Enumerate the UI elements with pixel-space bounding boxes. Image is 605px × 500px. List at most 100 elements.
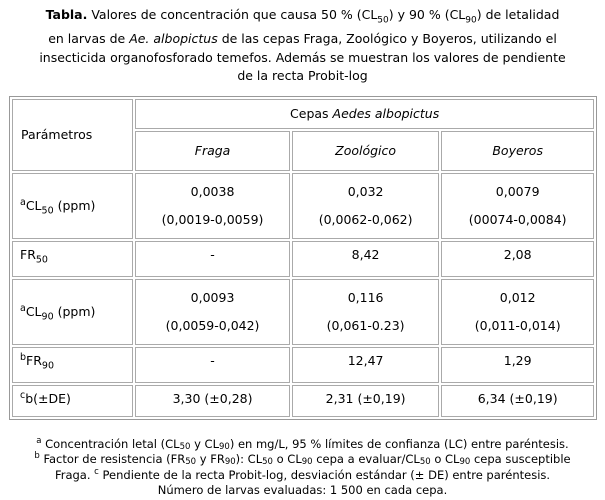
caption-text: en larvas de	[48, 31, 130, 46]
cell-cl90-boyeros: 0,012 (0,011-0,014)	[441, 278, 594, 345]
caption-text: de las cepas Fraga, Zoológico y Boyeros,…	[217, 31, 557, 46]
cell-value: 0,0079	[495, 184, 540, 199]
footnote-line-1: a Concentración letal (CL50 y CL90) en m…	[0, 435, 605, 453]
caption-text: Valores de concentración que causa 50 % …	[87, 7, 378, 22]
caption-sub-90: 90	[465, 15, 477, 26]
footnote-marker-c: c	[94, 466, 99, 477]
cell-value: 0,032	[347, 184, 384, 199]
cell-cl90-zoologico: 0,116 (0,061-0.23)	[291, 278, 440, 345]
footnote-line-3: Fraga. c Pendiente de la recta Probit-lo…	[0, 466, 605, 484]
caption-line-4: de la recta Probit-log	[237, 68, 368, 83]
cell-confidence-interval: (0,0062-0,062)	[318, 212, 413, 227]
cell-cl90-fraga: 0,0093 (0,0059-0,042)	[135, 278, 290, 345]
table-row-fr50: FR50 - 8,42 2,08	[12, 240, 594, 277]
footnote-marker-a: a	[36, 435, 42, 446]
footnote-subscript: 50	[179, 441, 191, 452]
cell-pendiente-boyeros: 6,34 (±0,19)	[441, 384, 594, 417]
footnote-line-2: b Factor de resistencia (FR50 y FR90): C…	[0, 452, 605, 468]
row-label-subscript: 90	[41, 311, 54, 323]
footnote-marker-a: a	[20, 196, 26, 208]
cell-fr50-zoologico: 8,42	[291, 240, 440, 277]
row-label-text: CL	[25, 198, 42, 213]
table-row-cl90: aCL90 (ppm) 0,0093 (0,0059-0,042) 0,116 (0…	[12, 278, 594, 345]
footnote-text: ): CL	[235, 452, 263, 466]
header-species-name: Aedes albopictus	[332, 106, 440, 121]
row-label-text: CL	[25, 304, 42, 319]
footnote-text: cepa a evaluar/CL	[312, 452, 420, 466]
row-label-text: FR	[26, 352, 42, 368]
footnote-marker-b: b	[34, 451, 40, 462]
table-caption: Tabla. Valores de concentración que caus…	[0, 6, 605, 86]
cell-fr50-fraga: -	[135, 240, 290, 277]
row-label-subscript: 50	[41, 205, 54, 217]
footnote-text: cepa susceptible	[470, 452, 571, 466]
cell-fr50-boyeros: 2,08	[441, 240, 594, 277]
cell-pendiente-fraga: 3,30 (±0,28)	[135, 384, 290, 417]
cell-confidence-interval: (0,0059-0,042)	[165, 318, 260, 333]
footnote-subscript: 90	[301, 457, 313, 467]
cell-fr90-zoologico: 12,47	[291, 346, 440, 383]
row-label-fr50: FR50	[12, 240, 134, 277]
footnote-subscript: 90	[218, 441, 230, 452]
cell-pendiente-zoologico: 2,31 (±0,19)	[291, 384, 440, 417]
cell-value: 0,012	[499, 290, 536, 305]
footnote-text: Concentración letal (CL	[41, 436, 180, 451]
cell-value: 0,116	[347, 290, 384, 305]
footnote-text: y CL	[190, 436, 219, 451]
header-cepas-group: Cepas Aedes albopictus	[135, 98, 594, 129]
caption-text: ) de letalidad	[476, 7, 560, 22]
row-label-text: b(±DE)	[25, 390, 71, 406]
footnote-subscript: 90	[224, 457, 236, 467]
cell-cl50-boyeros: 0,0079 (00074-0,0084)	[441, 172, 594, 239]
footnote-subscript: 90	[459, 457, 471, 467]
parameters-table: Parámetros Cepas Aedes albopictus Fraga …	[9, 95, 597, 420]
cell-fr90-fraga: -	[135, 346, 290, 383]
caption-label: Tabla.	[45, 7, 88, 22]
row-label-subscript: 90	[41, 360, 55, 371]
footnote-subscript: 50	[185, 457, 197, 467]
footnote-marker-c: c	[20, 389, 26, 401]
row-label-text: FR	[20, 246, 36, 262]
row-label-pendiente: cb(±DE)	[12, 384, 134, 417]
header-cepas-text: Cepas	[290, 106, 333, 121]
cell-cl50-fraga: 0,0038 (0,0019-0,0059)	[135, 172, 290, 239]
footnote-subscript: 50	[262, 457, 273, 467]
cell-confidence-interval: (0,011-0,014)	[474, 318, 561, 333]
caption-sub-50: 50	[377, 15, 389, 26]
row-label-subscript: 50	[35, 254, 48, 265]
cell-confidence-interval: (0,061-0.23)	[326, 318, 405, 333]
caption-line-3: insecticida organofosforado temefos. Ade…	[39, 49, 566, 65]
footnote-line-4: Número de larvas evaluadas: 1 500 en cad…	[157, 483, 448, 497]
table-row-cl50: aCL50 (ppm) 0,0038 (0,0019-0,0059) 0,032 (…	[12, 172, 594, 239]
table-row-fr90: bFR90 - 12,47 1,29	[12, 346, 594, 383]
footnote-text: Factor de resistencia (FR	[39, 452, 186, 466]
caption-text: ) y 90 % (CL	[388, 7, 466, 22]
row-label-cl90: aCL90 (ppm)	[12, 278, 134, 345]
footnote-text: y FR	[196, 452, 225, 466]
header-strain-zoologico: Zoológico	[291, 130, 440, 171]
table-row-pendiente: cb(±DE) 3,30 (±0,28) 2,31 (±0,19) 6,34 (…	[12, 384, 594, 417]
footnote-marker-b: b	[20, 351, 27, 363]
cell-value: 0,0093	[190, 290, 235, 305]
header-strain-boyeros: Boyeros	[441, 130, 594, 171]
caption-line-2: en larvas de Ae. albopictus de las cepas…	[0, 30, 605, 49]
cell-fr90-boyeros: 1,29	[441, 346, 594, 383]
footnote-text: o CL	[272, 452, 302, 466]
header-strain-fraga: Fraga	[135, 130, 290, 171]
caption-line-1: Tabla. Valores de concentración que caus…	[0, 6, 605, 30]
row-label-unit: (ppm)	[53, 198, 96, 213]
cell-cl50-zoologico: 0,032 (0,0062-0,062)	[291, 172, 440, 239]
table-header-group-row: Parámetros Cepas Aedes albopictus	[12, 98, 594, 171]
footnote-text: Fraga.	[54, 467, 95, 482]
header-parametros: Parámetros	[12, 98, 134, 171]
footnote-marker-a: a	[20, 302, 26, 314]
species-name: Ae. albopictus	[129, 31, 218, 46]
footnote-subscript: 50	[419, 457, 431, 467]
footnote-text: Pendiente de la recta Probit-log, desvia…	[98, 467, 551, 482]
cell-value: 0,0038	[190, 184, 235, 199]
table-header-strains-row: Fraga Zoológico Boyeros	[12, 130, 594, 171]
row-label-fr90: bFR90	[12, 346, 134, 383]
table-footnotes: a Concentración letal (CL50 y CL90) en m…	[0, 435, 605, 499]
cell-confidence-interval: (0,0019-0,0059)	[161, 212, 264, 227]
footnote-text: o CL	[430, 452, 460, 466]
